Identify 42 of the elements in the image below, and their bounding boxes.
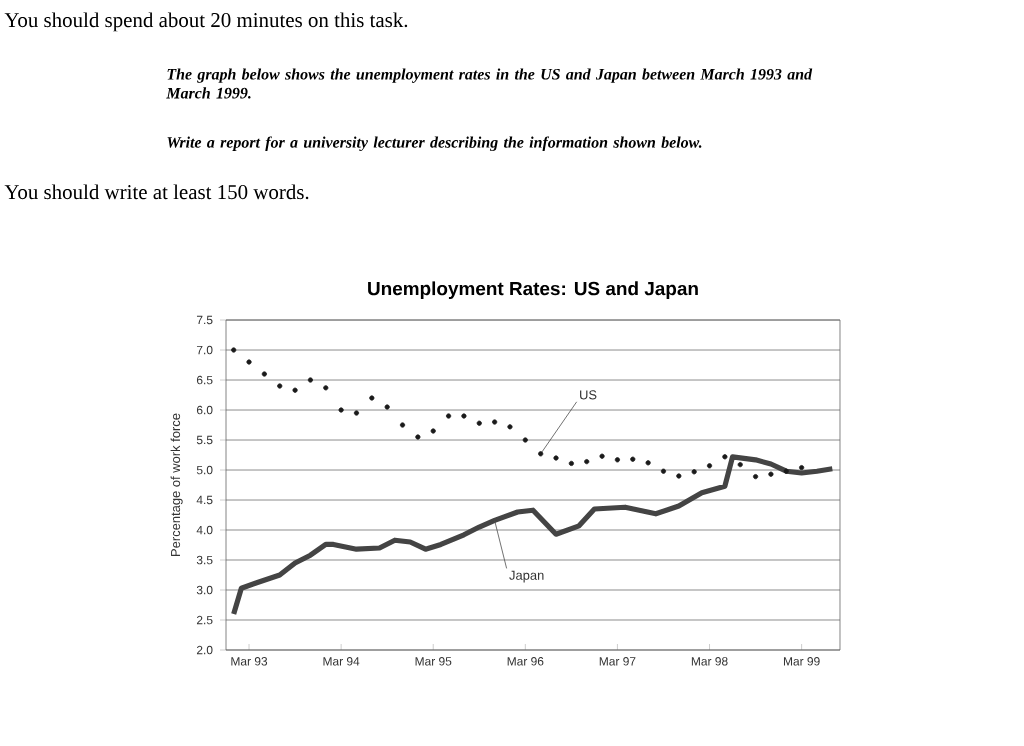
point	[706, 463, 713, 469]
point	[799, 465, 805, 471]
point	[445, 413, 452, 419]
point	[353, 410, 360, 416]
point	[538, 451, 544, 457]
point	[768, 471, 774, 477]
point	[507, 424, 513, 430]
point	[231, 347, 237, 353]
point	[522, 437, 528, 443]
point	[691, 469, 697, 475]
point	[783, 468, 789, 474]
point	[476, 420, 482, 426]
point	[307, 377, 314, 383]
point	[676, 473, 682, 479]
point	[323, 385, 329, 391]
point	[599, 453, 605, 459]
point	[492, 419, 498, 425]
point	[553, 455, 559, 461]
point	[614, 457, 621, 463]
chart-title: Unemployment Rates: US and Japan	[368, 281, 698, 300]
point	[584, 459, 590, 465]
point	[645, 460, 651, 466]
point	[246, 359, 252, 365]
point	[292, 387, 298, 393]
point	[384, 404, 390, 410]
point	[737, 462, 743, 468]
text: You should spend about 20 minutes on this task.	[4, 12, 408, 32]
point	[660, 468, 667, 474]
point	[430, 428, 436, 434]
text: You should write at least 150 words.	[4, 184, 309, 200]
point	[722, 454, 728, 460]
line-series	[231, 454, 835, 617]
point	[261, 371, 267, 377]
point	[399, 422, 406, 428]
point	[338, 407, 344, 413]
point	[415, 434, 421, 440]
point	[630, 456, 636, 462]
point	[752, 474, 759, 480]
point	[369, 395, 375, 401]
point	[461, 413, 467, 419]
point	[568, 460, 574, 466]
point	[277, 383, 283, 389]
